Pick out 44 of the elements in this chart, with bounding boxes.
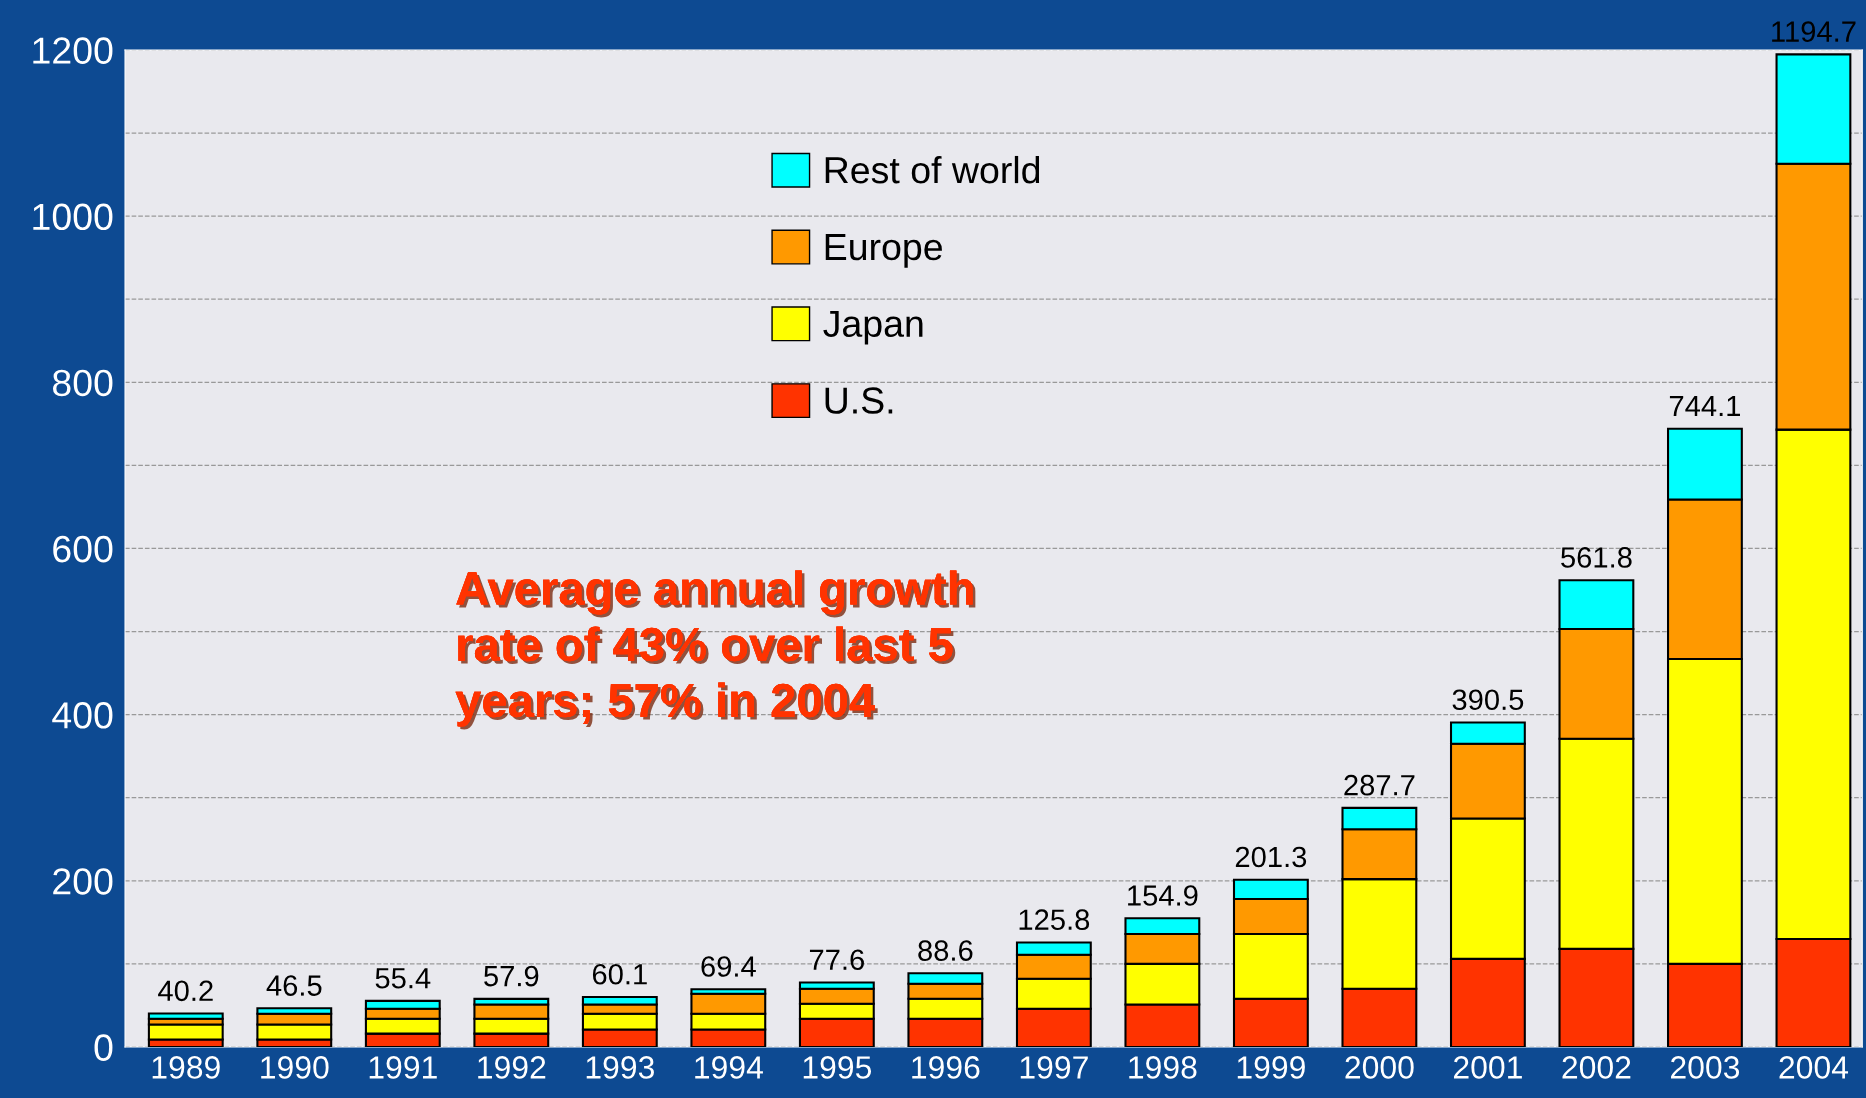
annotation: Average annual growth rate of 43% over last 5 years; 57% in 2004 xyxy=(455,570,976,730)
total-label: 46.5 xyxy=(266,975,322,996)
legend-label: Europe xyxy=(825,234,942,268)
total-label: 77.6 xyxy=(809,949,864,971)
y-tick-label: 600 xyxy=(53,535,113,563)
total-label: 744.1 xyxy=(1669,395,1740,417)
x-tick-label: 1994 xyxy=(695,1056,763,1079)
total-label: 561.8 xyxy=(1561,547,1632,568)
total-label: 287.7 xyxy=(1344,774,1415,796)
x-tick-label: 2003 xyxy=(1671,1056,1740,1079)
x-tick-label: 1996 xyxy=(912,1056,980,1079)
total-label: 57.9 xyxy=(484,965,539,987)
x-tick-label: 1998 xyxy=(1129,1056,1197,1079)
x-tick-label: 1995 xyxy=(803,1056,872,1079)
x-tick-label: 1991 xyxy=(369,1056,437,1079)
y-tick-label: 400 xyxy=(52,702,113,729)
x-tick-label: 1989 xyxy=(152,1056,220,1079)
x-tick-label: 2002 xyxy=(1562,1056,1631,1079)
y-tick-label: 800 xyxy=(52,369,113,397)
legend-label: Japan xyxy=(823,310,923,345)
y-tick-label: 1200 xyxy=(33,37,113,64)
legend-label: U.S. xyxy=(825,387,893,414)
x-tick-label: 2004 xyxy=(1779,1056,1849,1079)
total-label: 40.2 xyxy=(158,980,213,1002)
total-label: 69.4 xyxy=(701,956,756,977)
total-label: 88.6 xyxy=(918,940,973,961)
total-label: 390.5 xyxy=(1452,689,1524,711)
y-tick-label: 200 xyxy=(53,868,113,895)
total-label: 1194.7 xyxy=(1772,21,1856,42)
x-tick-label: 2000 xyxy=(1345,1056,1414,1079)
x-tick-label: 1990 xyxy=(261,1056,329,1079)
total-label: 55.4 xyxy=(375,968,431,989)
x-tick-label: 1993 xyxy=(586,1056,654,1079)
total-label: 125.8 xyxy=(1019,909,1090,931)
total-label: 201.3 xyxy=(1235,846,1307,868)
y-tick-label: 0 xyxy=(94,1034,113,1061)
x-tick-label: 1999 xyxy=(1237,1056,1305,1079)
total-label: 60.1 xyxy=(592,963,647,985)
legend-label: Rest of world xyxy=(825,155,1040,184)
y-tick-label: 1000 xyxy=(33,203,113,231)
total-label: 154.9 xyxy=(1128,885,1198,906)
x-tick-label: 1992 xyxy=(478,1056,546,1079)
x-tick-label: 1997 xyxy=(1020,1056,1088,1079)
x-tick-label: 2001 xyxy=(1453,1056,1522,1079)
